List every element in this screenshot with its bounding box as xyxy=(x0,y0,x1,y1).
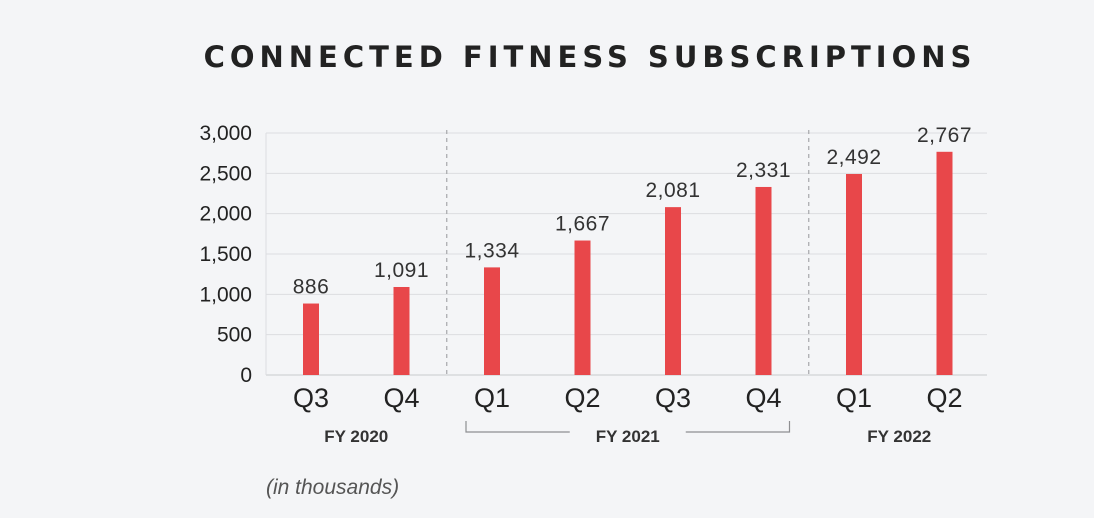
data-label: 2,767 xyxy=(917,124,972,147)
bar xyxy=(574,240,591,375)
bar xyxy=(484,267,500,375)
y-tick-label: 2,000 xyxy=(199,203,252,226)
units-note: (in thousands) xyxy=(266,476,399,499)
y-tick-label: 0 xyxy=(240,364,252,387)
group-bracket xyxy=(685,421,791,433)
y-tick-label: 1,500 xyxy=(199,243,252,266)
x-tick-label: Q1 xyxy=(474,383,510,413)
data-label: 2,331 xyxy=(736,159,791,182)
bar xyxy=(936,151,953,375)
data-label: 2,492 xyxy=(826,146,881,169)
grid-layer xyxy=(265,130,987,433)
data-label: 2,081 xyxy=(645,179,700,202)
label-layer: 0 500 1,000 1,500 2,000 2,500 3,000 886 Q3 1,091 Q… xyxy=(199,122,972,446)
x-tick-label: Q3 xyxy=(655,383,691,413)
x-tick-label: Q4 xyxy=(383,383,419,413)
bar xyxy=(665,207,681,375)
bar xyxy=(846,173,862,375)
group-bracket xyxy=(465,421,570,433)
bar xyxy=(393,286,410,375)
bar xyxy=(755,186,772,375)
bar-layer xyxy=(303,151,953,375)
group-label: FY 2021 xyxy=(596,427,660,446)
x-tick-label: Q2 xyxy=(564,383,600,413)
y-tick-label: 1,000 xyxy=(199,283,252,306)
data-label: 1,667 xyxy=(555,213,610,236)
x-tick-label: Q2 xyxy=(926,383,962,413)
data-label: 1,334 xyxy=(464,239,519,262)
group-label: FY 2022 xyxy=(867,427,931,446)
x-tick-label: Q1 xyxy=(836,383,872,413)
y-tick-label: 2,500 xyxy=(199,162,252,185)
chart-title: CONNECTED FITNESS SUBSCRIPTIONS xyxy=(204,40,977,74)
x-tick-label: Q3 xyxy=(293,383,329,413)
data-label: 886 xyxy=(293,276,330,299)
group-label: FY 2020 xyxy=(324,427,388,446)
y-tick-label: 3,000 xyxy=(199,122,252,145)
x-tick-label: Q4 xyxy=(745,383,781,413)
data-label: 1,091 xyxy=(374,259,429,282)
y-tick-label: 500 xyxy=(217,324,252,347)
bar xyxy=(303,303,319,375)
